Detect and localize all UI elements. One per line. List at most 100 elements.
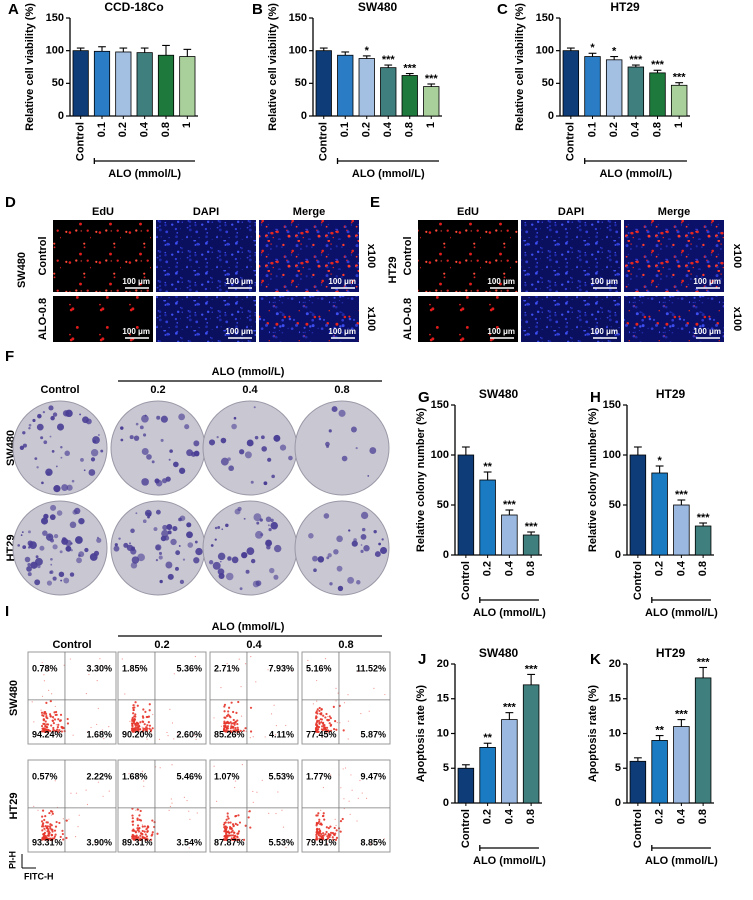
colony <box>167 530 172 535</box>
event <box>51 715 55 719</box>
colony <box>141 448 149 455</box>
colony <box>166 524 173 531</box>
event <box>170 798 172 800</box>
panel-letter: G <box>418 389 430 406</box>
event <box>43 674 45 676</box>
event <box>319 718 322 721</box>
x-tick-label: 0.4 <box>630 121 642 137</box>
event <box>143 723 146 726</box>
colony <box>313 568 317 573</box>
event <box>43 730 46 733</box>
y-tick-label: 15 <box>609 693 621 705</box>
scale-bar-label: 100 μm <box>225 277 253 286</box>
colony <box>20 534 23 536</box>
bar <box>673 504 690 556</box>
event <box>139 721 142 724</box>
colony <box>243 517 246 520</box>
colony <box>241 551 248 559</box>
event <box>135 721 139 724</box>
micrograph <box>521 220 621 292</box>
colony <box>35 555 39 559</box>
event <box>235 711 238 714</box>
event <box>62 727 65 730</box>
colony <box>270 518 274 523</box>
event <box>324 658 327 660</box>
event <box>315 835 318 839</box>
event <box>255 681 257 683</box>
colony <box>55 465 58 468</box>
event <box>224 724 227 727</box>
column-label: Control <box>52 639 91 651</box>
event <box>51 730 54 733</box>
colony <box>139 425 144 430</box>
culture-well <box>294 400 390 496</box>
significance: *** <box>525 663 539 675</box>
event <box>169 708 171 710</box>
event <box>134 830 137 833</box>
event <box>360 735 363 737</box>
colony <box>120 426 124 430</box>
colony <box>69 521 77 529</box>
colony <box>53 485 61 493</box>
event <box>44 720 47 723</box>
event <box>52 726 55 730</box>
event <box>342 729 345 732</box>
event <box>329 831 333 834</box>
x-tick-label: 0.8 <box>160 122 172 137</box>
colony <box>88 469 96 476</box>
scale-bar-label: 100 μm <box>693 327 721 336</box>
event <box>128 773 130 775</box>
event <box>307 659 309 662</box>
y-tick-label: 10 <box>437 727 449 739</box>
colony <box>65 545 72 552</box>
event <box>48 825 52 828</box>
y-tick-label: 50 <box>437 499 449 511</box>
event <box>322 714 325 717</box>
chart-title: HT29 <box>610 0 640 14</box>
significance: *** <box>629 54 643 66</box>
event <box>193 734 195 737</box>
event <box>131 820 134 823</box>
y-axis-label: Relative cell viability (%) <box>24 3 36 131</box>
group-label: Control <box>37 236 49 275</box>
channel-label: DAPI <box>193 206 219 218</box>
event <box>146 727 149 730</box>
event <box>129 720 131 722</box>
event <box>70 792 72 794</box>
chart-title: SW480 <box>358 0 398 14</box>
colony <box>253 513 262 522</box>
event <box>53 718 57 721</box>
colony <box>265 539 273 547</box>
cell-line-label: HT29 <box>387 257 399 284</box>
event <box>132 704 135 707</box>
colony <box>158 555 163 560</box>
y-tick-label: 0 <box>615 797 621 809</box>
event <box>60 730 63 733</box>
event <box>96 680 98 682</box>
x-tick-label: 0.4 <box>503 560 515 576</box>
bar <box>380 67 397 117</box>
colony <box>333 549 339 555</box>
event <box>249 730 253 733</box>
event <box>40 711 44 714</box>
event <box>249 737 251 739</box>
event <box>237 730 240 733</box>
event <box>270 713 273 715</box>
colony <box>227 556 232 561</box>
event <box>40 724 44 728</box>
event <box>141 833 144 836</box>
y-axis-label: PI-H <box>7 851 17 869</box>
colony <box>113 545 120 552</box>
event <box>232 710 235 714</box>
x-tick-label: 0.2 <box>654 561 666 576</box>
colony <box>253 406 256 409</box>
quadrant-value: 5.36% <box>176 663 202 673</box>
event <box>48 811 51 815</box>
event <box>332 838 335 841</box>
event <box>88 673 90 676</box>
colony <box>50 557 53 561</box>
event <box>51 719 54 722</box>
micrograph <box>53 296 153 342</box>
event <box>44 814 47 818</box>
event <box>33 721 35 723</box>
